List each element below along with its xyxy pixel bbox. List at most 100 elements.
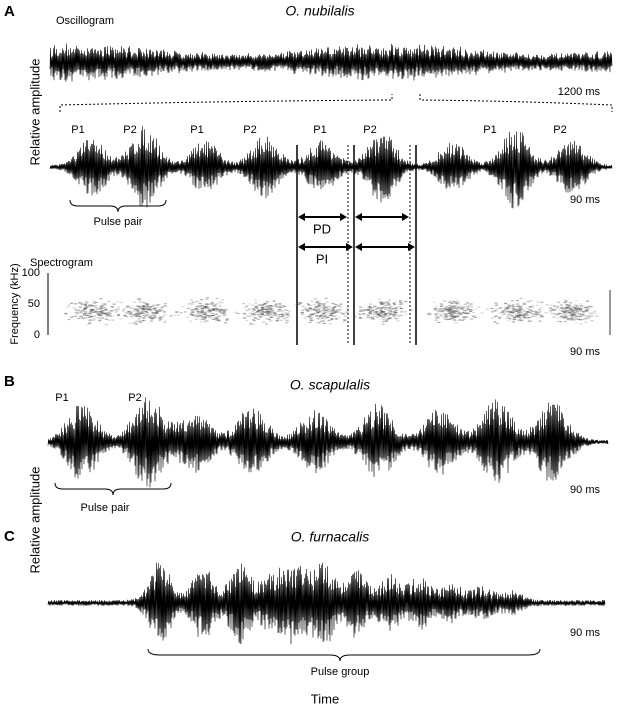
spec-cell <box>454 307 458 310</box>
spec-cell <box>104 309 108 311</box>
spec-cell <box>190 313 194 315</box>
spec-cell <box>390 311 393 313</box>
spec-cell <box>117 306 120 308</box>
spec-cell <box>99 314 103 316</box>
spec-cell <box>301 309 305 311</box>
spec-cell <box>381 312 385 314</box>
spec-cell <box>143 308 146 310</box>
spec-cell <box>508 318 512 320</box>
spec-cell <box>210 304 214 306</box>
spec-cell <box>140 310 144 312</box>
spec-cell <box>260 313 264 315</box>
spec-cell <box>205 321 209 323</box>
spec-cell <box>461 319 465 321</box>
spec-cell <box>190 299 194 301</box>
spec-cell <box>200 316 204 318</box>
spec-cell <box>285 314 289 316</box>
spec-cell <box>392 302 396 304</box>
spec-cell <box>257 310 261 313</box>
spec-cell <box>85 316 89 318</box>
spec-cell <box>316 308 320 311</box>
spec-cell <box>439 303 443 305</box>
spec-cell <box>135 315 139 317</box>
spec-cell <box>101 317 104 319</box>
spec-cell <box>325 313 329 315</box>
spec-cell <box>100 314 103 316</box>
spec-cell <box>461 308 464 310</box>
spec-cell <box>389 305 393 307</box>
spec-cell <box>378 312 382 314</box>
spec-cell <box>236 312 240 315</box>
spec-cell <box>381 306 385 308</box>
spec-cell <box>195 301 199 303</box>
spec-cell <box>215 308 219 311</box>
spec-cell <box>249 315 253 317</box>
spec-cell <box>584 317 588 319</box>
spec-cell <box>145 305 149 307</box>
spec-cell <box>398 305 401 307</box>
spec-cell <box>490 307 494 310</box>
spec-cell <box>98 317 102 319</box>
spec-cell <box>587 315 591 317</box>
spec-cell <box>218 315 222 317</box>
spec-cell <box>112 303 116 305</box>
spec-cell <box>151 317 155 319</box>
spec-cell <box>84 302 88 304</box>
spec-cell <box>201 311 205 313</box>
spec-cell <box>100 312 104 314</box>
spec-cell <box>560 307 564 309</box>
spec-cell <box>163 320 167 322</box>
spec-cell <box>146 315 150 317</box>
spec-cell <box>449 308 453 310</box>
spec-cell <box>573 316 576 318</box>
spec-cell <box>564 309 568 311</box>
spec-cell <box>320 314 324 316</box>
spec-cell <box>200 308 204 310</box>
spec-cell <box>252 308 256 310</box>
spec-cell <box>564 316 568 318</box>
spec-cell <box>450 307 454 309</box>
spec-cell <box>189 320 193 322</box>
spec-cell <box>273 314 277 317</box>
spec-cell <box>534 312 538 314</box>
spec-cell <box>443 308 447 310</box>
spec-cell <box>568 312 571 314</box>
spec-cell <box>81 314 85 316</box>
spec-cell <box>446 310 449 312</box>
spec-cell <box>575 318 579 320</box>
pulse-label: P1 <box>483 124 496 136</box>
spec-cell <box>574 314 577 316</box>
spec-cell <box>469 303 473 305</box>
spectrogram-label: Spectrogram <box>30 257 93 269</box>
spec-cell <box>523 303 527 306</box>
spec-cell <box>370 311 374 313</box>
spec-cell <box>214 318 217 320</box>
spec-cell <box>458 312 462 314</box>
spec-cell <box>310 313 314 315</box>
species-title: O. nubilalis <box>285 3 354 19</box>
spec-cell <box>111 305 114 307</box>
spec-cell <box>120 302 124 304</box>
spec-cell <box>214 303 218 305</box>
spec-cell <box>265 308 269 310</box>
spec-cell <box>98 319 102 321</box>
spec-cell <box>506 307 510 309</box>
tick-label: 100 <box>22 267 40 279</box>
spec-cell <box>278 303 282 305</box>
spec-cell <box>449 308 453 310</box>
spec-cell <box>395 314 399 316</box>
spec-cell <box>85 312 89 315</box>
spec-cell <box>219 308 223 311</box>
spec-cell <box>577 307 581 309</box>
spec-cell <box>518 308 522 311</box>
spec-cell <box>516 303 520 305</box>
spec-cell <box>310 313 314 315</box>
spec-cell <box>107 310 111 312</box>
spec-cell <box>214 307 218 309</box>
spec-cell <box>129 307 133 309</box>
spec-cell <box>572 306 576 308</box>
spec-cell <box>447 307 451 309</box>
spec-cell <box>204 312 208 314</box>
spec-cell <box>72 307 76 309</box>
spec-cell <box>525 314 529 316</box>
